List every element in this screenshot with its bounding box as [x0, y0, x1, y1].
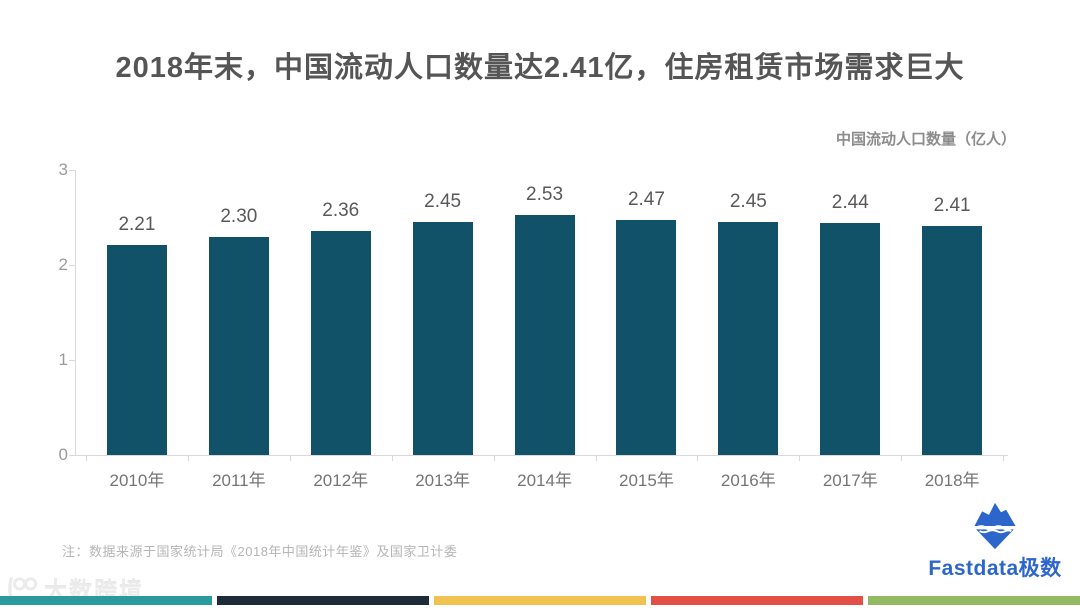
y-axis-tick-label: 3 — [58, 160, 68, 179]
bar-value-label: 2.36 — [322, 199, 360, 221]
bar — [616, 220, 677, 455]
footer-stripe — [868, 596, 1080, 605]
iceberg-icon — [974, 502, 1016, 550]
x-axis-tick — [697, 456, 699, 461]
brand-logo: Fastdata极数 — [925, 502, 1065, 582]
footer-stripe — [217, 596, 429, 605]
bar — [208, 236, 269, 455]
bar-value-label: 2.47 — [627, 189, 665, 211]
bar-value-label: 2.21 — [118, 214, 156, 236]
x-axis-tick — [799, 456, 801, 461]
bar-value-label: 2.41 — [933, 195, 971, 217]
x-axis-tick — [187, 456, 189, 461]
x-axis-category-label: 2014年 — [517, 471, 572, 490]
footer-stripe — [434, 596, 646, 605]
x-axis-tick — [901, 456, 903, 461]
chart-legend: 中国流动人口数量（亿人） — [835, 131, 1016, 148]
bar — [412, 222, 473, 455]
x-axis-category-label: 2015年 — [619, 471, 674, 490]
bar — [310, 230, 371, 455]
x-axis-tick — [1003, 456, 1005, 461]
x-axis-line — [75, 455, 1008, 456]
y-axis-line — [75, 170, 76, 456]
bar-value-label: 2.53 — [526, 183, 564, 205]
x-axis-tick — [86, 456, 87, 461]
x-axis-category-label: 2011年 — [212, 471, 266, 490]
bar — [922, 226, 983, 455]
source-note: 注：数据来源于国家统计局《2018年中国统计年鉴》及国家卫计委 — [62, 544, 458, 559]
y-axis-tick — [69, 360, 75, 361]
x-axis-tick — [391, 456, 393, 461]
x-axis-category-label: 2018年 — [924, 471, 980, 490]
page-title: 2018年末，中国流动人口数量达2.41亿，住房租赁市场需求巨大 — [115, 52, 965, 84]
bar — [820, 223, 881, 455]
x-axis-category-label: 2012年 — [313, 471, 369, 490]
bar-value-label: 2.45 — [424, 191, 462, 213]
brand-name: Fastdata极数 — [928, 557, 1062, 580]
y-axis-tick-label: 1 — [58, 350, 68, 369]
y-axis-tick — [69, 265, 75, 266]
x-axis-tick — [493, 456, 495, 461]
x-axis-category-label: 2010年 — [109, 471, 165, 490]
x-axis-category-label: 2017年 — [822, 471, 878, 490]
footer-stripe — [651, 596, 863, 605]
y-axis-tick-label: 2 — [58, 255, 68, 274]
bar-value-label: 2.44 — [831, 192, 869, 214]
x-axis-tick — [289, 456, 291, 461]
footer-stripe — [0, 596, 212, 605]
x-axis-category-label: 2013年 — [415, 471, 471, 490]
x-axis-tick — [595, 456, 597, 461]
footer-color-stripes — [0, 596, 1080, 605]
y-axis-tick — [69, 170, 75, 171]
x-axis-category-label: 2016年 — [720, 471, 776, 490]
y-axis-tick-label: 0 — [58, 445, 68, 464]
bar — [514, 214, 575, 455]
bar — [106, 245, 167, 455]
bar — [718, 222, 779, 455]
bar-value-label: 2.30 — [220, 205, 258, 227]
bar-value-label: 2.45 — [729, 191, 767, 213]
y-axis-tick — [69, 455, 75, 456]
